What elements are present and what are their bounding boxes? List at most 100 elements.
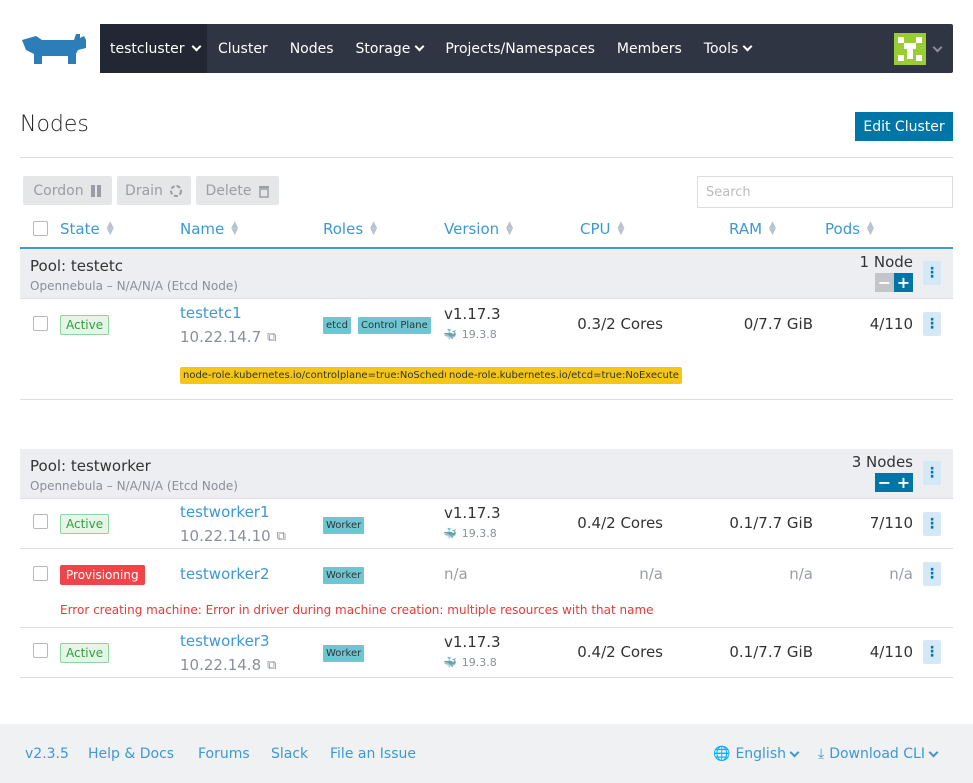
cluster-selector[interactable]: testcluster	[100, 24, 207, 73]
globe-icon: 🌐	[713, 746, 731, 762]
top-navbar: testcluster Cluster Nodes Storage Projec…	[100, 24, 953, 73]
docker-version: 🐳 19.3.8	[443, 656, 497, 669]
pool-node-count: 1 Node	[859, 253, 913, 271]
edit-cluster-button[interactable]: Edit Cluster	[855, 112, 953, 141]
role-badge: Worker	[323, 517, 365, 534]
pool-actions-button[interactable]: ⋮	[923, 461, 941, 485]
taint-badge: node-role.kubernetes.io/etcd=true:NoExec…	[446, 367, 682, 384]
nav-tools[interactable]: Tools	[693, 24, 763, 73]
pods-value: 4/110	[869, 315, 913, 333]
copy-icon[interactable]: ⧉	[276, 528, 286, 544]
docker-version: 🐳 19.3.8	[443, 328, 497, 341]
column-version[interactable]: Version ▲ ▼	[444, 220, 514, 238]
node-ip: 10.22.14.10 ⧉	[180, 527, 286, 545]
row-checkbox[interactable]	[33, 566, 48, 581]
drain-icon	[169, 184, 182, 197]
nav-projects-namespaces[interactable]: Projects/Namespaces	[445, 40, 595, 57]
row-divider	[20, 627, 953, 628]
node-actions-button[interactable]: ⋮	[923, 512, 941, 536]
node-name-link[interactable]: testetc1	[180, 304, 242, 322]
delete-button[interactable]: Delete	[196, 176, 279, 205]
chevron-down-icon	[191, 41, 201, 52]
sort-icon: ▲ ▼	[769, 220, 776, 237]
select-all-checkbox[interactable]	[33, 221, 48, 236]
cpu-value: n/a	[639, 565, 663, 583]
column-pods[interactable]: Pods ▲ ▼	[825, 220, 874, 238]
pool-subtitle: Opennebula – N/A/N/A (Etcd Node)	[30, 279, 238, 293]
nav-members[interactable]: Members	[616, 40, 682, 57]
docker-icon: 🐳	[443, 527, 457, 540]
kubernetes-version: v1.17.3	[444, 633, 501, 651]
pool-node-count: 3 Nodes	[851, 453, 913, 471]
download-cli-button[interactable]: ⤓ Download CLI	[818, 746, 939, 762]
sort-icon: ▲ ▼	[506, 220, 514, 237]
sort-icon: ▲ ▼	[617, 220, 625, 237]
column-name[interactable]: Name ▲ ▼	[180, 220, 239, 238]
scale-up-button[interactable]: +	[894, 473, 913, 492]
trash-icon	[258, 185, 269, 198]
kubernetes-version: v1.17.3	[444, 305, 501, 323]
nav-cluster[interactable]: Cluster	[218, 40, 268, 57]
row-divider	[20, 677, 953, 678]
cpu-value: 0.4/2 Cores	[577, 514, 663, 532]
role-badge: Worker	[323, 567, 365, 584]
cpu-value: 0.3/2 Cores	[577, 315, 663, 333]
node-actions-button[interactable]: ⋮	[923, 640, 941, 664]
slack-link[interactable]: Slack	[271, 746, 309, 762]
footer: v2.3.5 Help & Docs Forums Slack File an …	[0, 724, 973, 783]
role-badge: Control Plane	[358, 317, 431, 334]
search-input[interactable]	[697, 176, 953, 208]
node-name-link[interactable]: testworker3	[180, 632, 270, 650]
nav-storage[interactable]: Storage	[345, 24, 435, 73]
node-name-link[interactable]: testworker1	[180, 503, 270, 521]
drain-button[interactable]: Drain	[117, 176, 191, 205]
pool-actions-button[interactable]: ⋮	[923, 261, 941, 285]
status-badge: Active	[60, 514, 110, 534]
pool-header: Pool: testworker Opennebula – N/A/N/A (E…	[20, 449, 953, 499]
column-cpu[interactable]: CPU ▲ ▼	[580, 220, 625, 238]
version-link[interactable]: v2.3.5	[25, 746, 69, 762]
file-issue-link[interactable]: File an Issue	[330, 746, 416, 762]
column-state[interactable]: State ▲ ▼	[60, 220, 114, 238]
pods-value: 7/110	[869, 514, 913, 532]
kubernetes-version: n/a	[444, 565, 468, 583]
taint-badge: node-role.kubernetes.io/controlplane=tru…	[180, 367, 463, 384]
help-docs-link[interactable]: Help & Docs	[88, 746, 175, 762]
user-menu[interactable]	[894, 33, 943, 65]
language-selector[interactable]: 🌐 English	[713, 746, 800, 762]
status-badge: Active	[60, 315, 110, 335]
row-checkbox[interactable]	[33, 643, 48, 658]
docker-icon: 🐳	[443, 656, 457, 669]
cordon-button[interactable]: Cordon	[23, 176, 112, 205]
copy-icon[interactable]: ⧉	[267, 329, 277, 345]
pods-value: n/a	[889, 565, 913, 583]
copy-icon[interactable]: ⧉	[267, 657, 277, 673]
scale-down-button[interactable]: −	[875, 273, 894, 292]
pool-name: Pool: testworker	[30, 457, 151, 475]
rancher-logo-icon[interactable]	[20, 32, 88, 66]
nav-nodes[interactable]: Nodes	[289, 40, 334, 57]
node-ip: 10.22.14.7 ⧉	[180, 328, 277, 346]
role-badge: etcd	[323, 317, 351, 334]
node-actions-button[interactable]: ⋮	[923, 312, 941, 336]
pause-icon	[90, 184, 101, 197]
sort-icon: ▲ ▼	[106, 220, 114, 237]
scale-up-button[interactable]: +	[894, 273, 913, 292]
forums-link[interactable]: Forums	[198, 746, 250, 762]
node-name-link[interactable]: testworker2	[180, 565, 270, 583]
divider	[20, 157, 953, 158]
download-icon: ⤓	[818, 746, 825, 762]
node-actions-button[interactable]: ⋮	[923, 562, 941, 586]
row-checkbox[interactable]	[33, 514, 48, 529]
pool-name: Pool: testetc	[30, 257, 124, 275]
ram-value: 0.1/7.7 GiB	[729, 643, 813, 661]
row-divider	[20, 548, 953, 549]
row-checkbox[interactable]	[33, 316, 48, 331]
scale-down-button[interactable]: −	[875, 473, 894, 492]
column-ram[interactable]: RAM ▲ ▼	[729, 220, 776, 238]
avatar	[894, 33, 926, 65]
docker-icon: 🐳	[443, 328, 457, 341]
sort-icon: ▲ ▼	[370, 220, 378, 237]
column-roles[interactable]: Roles ▲ ▼	[323, 220, 378, 238]
page-title: Nodes	[20, 112, 89, 137]
